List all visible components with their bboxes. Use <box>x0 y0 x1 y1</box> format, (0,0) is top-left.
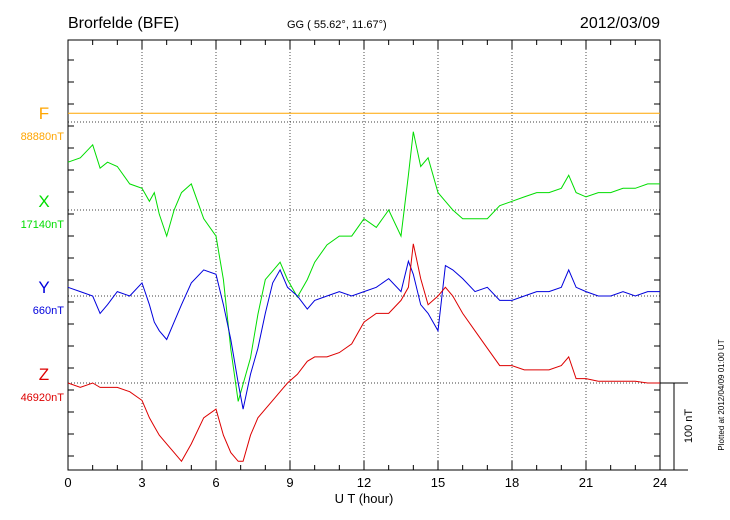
series-y-line <box>67 259 660 410</box>
x-tick-label: 18 <box>505 475 519 490</box>
station-title: Brorfelde (BFE) <box>68 15 179 32</box>
plot-frame <box>67 39 661 471</box>
series-labels: F 88880nT X 17140nT Y 660nT Z 46920nT <box>21 104 65 404</box>
series-y-baseline: 660nT <box>33 305 64 317</box>
x-tick-label: 21 <box>579 475 593 490</box>
station-coordinates: GG ( 55.62°, 11.67°) <box>287 19 387 31</box>
series-f-name: F <box>39 104 49 123</box>
scale-bar: 100 nT <box>660 382 695 471</box>
series-x-line <box>67 131 660 402</box>
series-z-baseline: 46920nT <box>21 392 65 404</box>
x-tick-label: 24 <box>653 475 667 490</box>
x-tick-label: 15 <box>431 475 445 490</box>
x-tick-label: 9 <box>286 475 293 490</box>
plotted-at-note: Plotted at 2012/04/09 01:00 UT <box>717 339 726 450</box>
grid-lines <box>68 40 660 470</box>
series-z-name: Z <box>39 365 49 384</box>
x-axis-label: U T (hour) <box>335 491 394 506</box>
axis-ticks <box>67 40 661 470</box>
scale-bar-label: 100 nT <box>683 409 695 444</box>
series-f-baseline: 88880nT <box>21 131 65 143</box>
series-lines <box>67 112 660 463</box>
series-x-name: X <box>38 192 49 211</box>
x-tick-label: 0 <box>64 475 71 490</box>
series-z-line <box>67 243 660 463</box>
x-tick-label: 6 <box>212 475 219 490</box>
x-tick-label: 3 <box>138 475 145 490</box>
series-x-baseline: 17140nT <box>21 219 65 231</box>
series-y-name: Y <box>38 278 49 297</box>
x-tick-labels: 0 3 6 9 12 15 18 21 24 <box>64 475 667 490</box>
x-tick-label: 12 <box>357 475 371 490</box>
date-label: 2012/03/09 <box>580 15 660 32</box>
